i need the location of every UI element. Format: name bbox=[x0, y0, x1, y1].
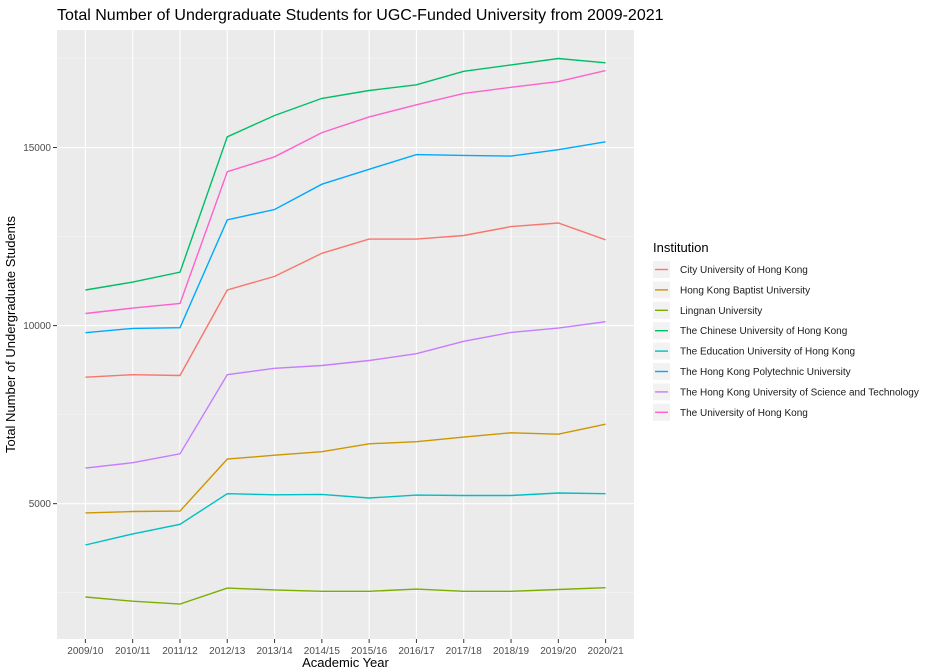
legend-label-7: The University of Hong Kong bbox=[680, 408, 808, 419]
x-tick-label: 2009/10 bbox=[67, 646, 104, 657]
legend-label-1: Hong Kong Baptist University bbox=[680, 285, 810, 296]
x-tick-label: 2020/21 bbox=[588, 646, 625, 657]
series-line-4 bbox=[85, 492, 606, 546]
y-tick-label: 5000 bbox=[29, 499, 52, 510]
x-tick-label: 2011/12 bbox=[162, 646, 198, 657]
series-line-1 bbox=[85, 423, 606, 514]
series-line-6 bbox=[85, 321, 606, 469]
series-lines bbox=[85, 57, 606, 605]
grid-lines bbox=[57, 30, 634, 639]
x-tick-label: 2014/15 bbox=[304, 646, 341, 657]
legend-label-6: The Hong Kong University of Science and … bbox=[680, 387, 919, 398]
y-axis: 5000 10000 15000 bbox=[23, 143, 57, 510]
x-tick-label: 2010/11 bbox=[115, 646, 151, 657]
plot-panel bbox=[57, 30, 634, 639]
y-tick-label: 15000 bbox=[23, 143, 51, 154]
y-axis-title: Total Number of Undergraduate Students bbox=[3, 215, 18, 453]
y-tick-label: 10000 bbox=[23, 321, 51, 332]
x-tick-label: 2012/13 bbox=[209, 646, 246, 657]
series-line-7 bbox=[85, 69, 606, 315]
x-tick-label: 2015/16 bbox=[351, 646, 388, 657]
x-tick-label: 2019/20 bbox=[540, 646, 577, 657]
legend-label-0: City University of Hong Kong bbox=[680, 265, 808, 276]
legend-title: Institution bbox=[653, 240, 709, 255]
legend-label-4: The Education University of Hong Kong bbox=[680, 347, 855, 358]
legend-label-5: The Hong Kong Polytechnic University bbox=[680, 367, 851, 378]
series-line-3 bbox=[85, 57, 606, 291]
x-axis-title: Academic Year bbox=[302, 655, 389, 670]
x-tick-label: 2018/19 bbox=[493, 646, 530, 657]
legend-label-2: Lingnan University bbox=[680, 306, 762, 317]
legend-label-3: The Chinese University of Hong Kong bbox=[680, 326, 847, 337]
x-tick-label: 2017/18 bbox=[446, 646, 483, 657]
legend: Institution City University of Hong Kong… bbox=[653, 240, 919, 421]
series-line-2 bbox=[85, 587, 606, 605]
x-axis: 2009/10 2010/11 2011/12 2012/13 2013/14 2014/… bbox=[67, 639, 624, 657]
series-line-5 bbox=[85, 141, 606, 334]
x-tick-label: 2013/14 bbox=[256, 646, 293, 657]
chart-title: Total Number of Undergraduate Students f… bbox=[57, 7, 664, 24]
series-line-0 bbox=[85, 222, 606, 378]
x-tick-label: 2016/17 bbox=[398, 646, 435, 657]
